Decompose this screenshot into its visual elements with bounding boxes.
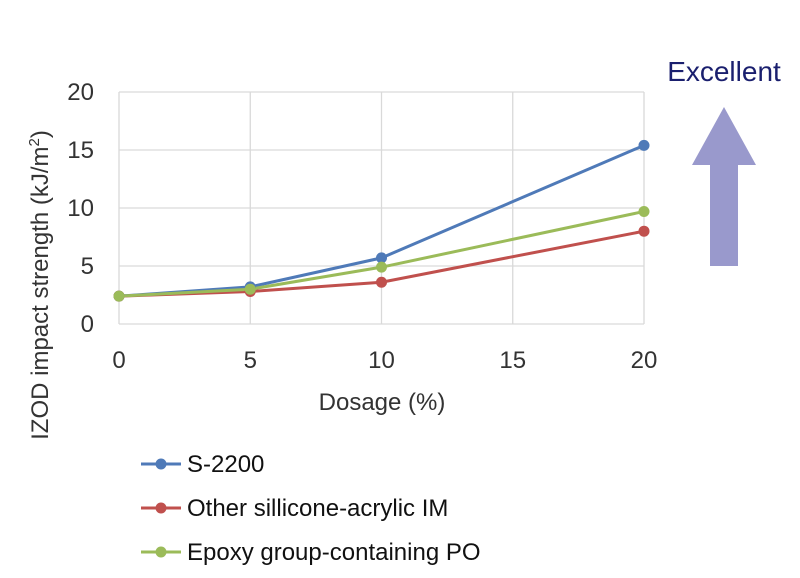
series-line — [118, 210, 645, 298]
y-axis-title-sup: 2 — [26, 138, 43, 146]
y-axis-title: IZOD impact strength (kJ/m2) — [26, 130, 54, 440]
data-point — [244, 283, 256, 295]
data-point — [638, 225, 650, 237]
data-point — [376, 276, 387, 288]
data-point — [113, 290, 125, 302]
x-axis-title: Dosage (%) — [319, 389, 446, 416]
x-tick-label: 20 — [631, 347, 658, 374]
legend: S-2200 Other sillicone-acrylic IM Epoxy gr… — [141, 451, 481, 566]
excellent-label: Excellent — [667, 56, 781, 87]
y-tick-label: 0 — [81, 311, 94, 338]
x-tick-label: 0 — [112, 347, 125, 374]
legend-label: Other sillicone-acrylic IM — [187, 495, 448, 522]
y-tick-label: 20 — [67, 79, 94, 106]
legend-marker — [155, 546, 167, 558]
data-point — [376, 261, 387, 273]
y-tick-label: 10 — [67, 195, 94, 222]
legend-marker — [155, 458, 167, 470]
legend-label: Epoxy group-containing PO — [187, 539, 481, 566]
y-tick-labels: 0 5 10 15 20 — [67, 79, 94, 338]
y-tick-label: 15 — [67, 137, 94, 164]
y-axis-title-main: IZOD impact strength (kJ/m — [27, 146, 54, 439]
y-axis-title-end: ) — [27, 130, 54, 138]
x-tick-label: 10 — [368, 347, 395, 374]
data-point — [638, 139, 650, 151]
x-tick-label: 15 — [499, 347, 526, 374]
grid-lines — [118, 91, 645, 325]
y-tick-label: 5 — [81, 253, 94, 280]
x-tick-label: 5 — [244, 347, 257, 374]
legend-label: S-2200 — [187, 451, 264, 478]
data-point — [376, 252, 387, 264]
x-tick-labels: 0 5 10 15 20 — [112, 347, 657, 374]
legend-marker — [155, 502, 167, 514]
data-point — [638, 205, 650, 217]
series-lines — [113, 139, 650, 302]
up-arrow-icon — [692, 107, 756, 266]
